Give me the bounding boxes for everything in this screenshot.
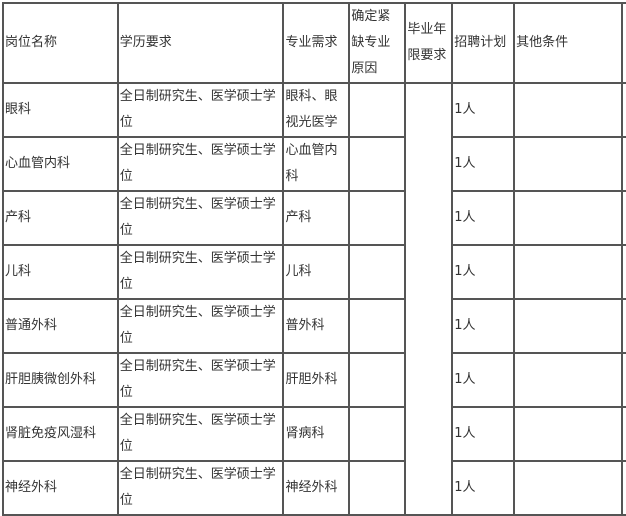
header-row: 岗位名称 学历要求 专业需求 确定紧缺专业原因 毕业年限要求 招聘计划 其他条件 (2, 2, 626, 84)
cut-off-cell (620, 460, 626, 516)
header-cell: 岗位名称 (2, 2, 119, 84)
table-row: 心血管内科 全日制研究生、医学硕士学位 心血管内科 1人 (2, 136, 626, 192)
reason-cell (348, 352, 407, 408)
plan-cell: 1人 (451, 406, 516, 462)
reason-cell (348, 136, 407, 192)
position-cell: 心血管内科 (2, 136, 119, 192)
plan-cell: 1人 (451, 136, 516, 192)
education-cell: 全日制研究生、医学硕士学位 (116, 190, 285, 246)
cut-off-cell (620, 244, 626, 300)
education-cell: 全日制研究生、医学硕士学位 (116, 136, 285, 192)
cut-off-cell (620, 2, 626, 84)
reason-cell (348, 406, 407, 462)
table-row: 儿科 全日制研究生、医学硕士学位 儿科 1人 (2, 244, 626, 300)
position-cell: 眼科 (2, 82, 119, 138)
major-cell: 普外科 (282, 298, 351, 354)
graduation-merged-cell (404, 82, 454, 516)
table-row: 神经外科 全日制研究生、医学硕士学位 神经外科 1人 (2, 460, 626, 516)
header-cell: 毕业年限要求 (404, 2, 454, 84)
header-cell: 招聘计划 (451, 2, 516, 84)
major-cell: 肝胆外科 (282, 352, 351, 408)
plan-cell: 1人 (451, 244, 516, 300)
education-cell: 全日制研究生、医学硕士学位 (116, 244, 285, 300)
table-row: 肾脏免疫风湿科 全日制研究生、医学硕士学位 肾病科 1人 (2, 406, 626, 462)
other-cell (513, 298, 623, 354)
reason-cell (348, 460, 407, 516)
major-cell: 眼科、眼视光医学 (282, 82, 351, 138)
cut-off-cell (620, 136, 626, 192)
plan-cell: 1人 (451, 190, 516, 246)
major-cell: 产科 (282, 190, 351, 246)
position-cell: 儿科 (2, 244, 119, 300)
plan-cell: 1人 (451, 82, 516, 138)
cut-off-cell (620, 352, 626, 408)
cut-off-cell (620, 190, 626, 246)
education-cell: 全日制研究生、医学硕士学位 (116, 406, 285, 462)
table-row: 普通外科 全日制研究生、医学硕士学位 普外科 1人 (2, 298, 626, 354)
cut-off-cell (620, 406, 626, 462)
cut-off-cell (620, 82, 626, 138)
major-cell: 神经外科 (282, 460, 351, 516)
table-row: 产科 全日制研究生、医学硕士学位 产科 1人 (2, 190, 626, 246)
table-row: 眼科 全日制研究生、医学硕士学位 眼科、眼视光医学 1人 (2, 82, 626, 516)
other-cell (513, 352, 623, 408)
plan-cell: 1人 (451, 352, 516, 408)
reason-cell (348, 190, 407, 246)
reason-cell (348, 298, 407, 354)
header-cell: 学历要求 (116, 2, 285, 84)
education-cell: 全日制研究生、医学硕士学位 (116, 82, 285, 138)
position-cell: 肾脏免疫风湿科 (2, 406, 119, 462)
other-cell (513, 244, 623, 300)
major-cell: 儿科 (282, 244, 351, 300)
other-cell (513, 190, 623, 246)
header-cell: 专业需求 (282, 2, 351, 84)
position-cell: 普通外科 (2, 298, 119, 354)
plan-cell: 1人 (451, 460, 516, 516)
major-cell: 肾病科 (282, 406, 351, 462)
other-cell (513, 460, 623, 516)
reason-cell (348, 244, 407, 300)
other-cell (513, 82, 623, 138)
other-cell (513, 136, 623, 192)
major-cell: 心血管内科 (282, 136, 351, 192)
header-cell: 确定紧缺专业原因 (348, 2, 407, 84)
cut-off-cell (620, 298, 626, 354)
plan-cell: 1人 (451, 298, 516, 354)
other-cell (513, 406, 623, 462)
position-cell: 神经外科 (2, 460, 119, 516)
reason-cell (348, 82, 407, 138)
education-cell: 全日制研究生、医学硕士学位 (116, 298, 285, 354)
education-cell: 全日制研究生、医学硕士学位 (116, 460, 285, 516)
table-row: 肝胆胰微创外科 全日制研究生、医学硕士学位 肝胆外科 1人 (2, 352, 626, 408)
position-cell: 产科 (2, 190, 119, 246)
header-cell: 其他条件 (513, 2, 623, 84)
position-cell: 肝胆胰微创外科 (2, 352, 119, 408)
education-cell: 全日制研究生、医学硕士学位 (116, 352, 285, 408)
